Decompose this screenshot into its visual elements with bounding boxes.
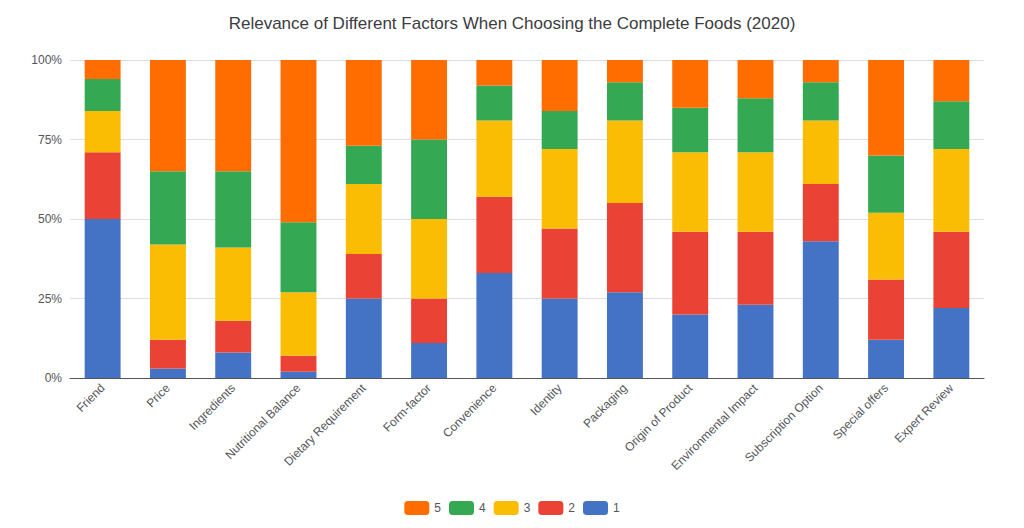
svg-text:2: 2: [568, 501, 575, 515]
svg-text:Price: Price: [144, 381, 173, 410]
svg-text:1: 1: [613, 501, 620, 515]
svg-text:0%: 0%: [45, 371, 63, 385]
svg-text:4: 4: [479, 501, 486, 515]
svg-text:5: 5: [434, 501, 441, 515]
svg-text:100%: 100%: [31, 53, 62, 67]
svg-text:3: 3: [524, 501, 531, 515]
svg-text:Relevance of Different Factors: Relevance of Different Factors When Choo…: [229, 14, 796, 33]
svg-text:Nutritional Balance: Nutritional Balance: [222, 381, 304, 463]
svg-text:Identity: Identity: [527, 381, 564, 418]
svg-text:Form-factor: Form-factor: [380, 381, 434, 435]
svg-text:Origin of Product: Origin of Product: [622, 381, 696, 455]
svg-text:50%: 50%: [38, 212, 62, 226]
svg-text:25%: 25%: [38, 292, 62, 306]
svg-text:Special offers: Special offers: [830, 381, 891, 442]
svg-text:Friend: Friend: [74, 381, 108, 415]
svg-text:75%: 75%: [38, 133, 62, 147]
svg-text:Environmental Impact: Environmental Impact: [668, 381, 761, 473]
svg-text:Ingredients: Ingredients: [186, 381, 238, 433]
svg-text:Dietary Requirement: Dietary Requirement: [281, 381, 369, 469]
svg-text:Packaging: Packaging: [580, 381, 629, 430]
svg-text:Convenience: Convenience: [440, 381, 500, 441]
svg-text:Subscription Option: Subscription Option: [742, 381, 826, 465]
svg-text:Expert Review: Expert Review: [892, 381, 957, 446]
